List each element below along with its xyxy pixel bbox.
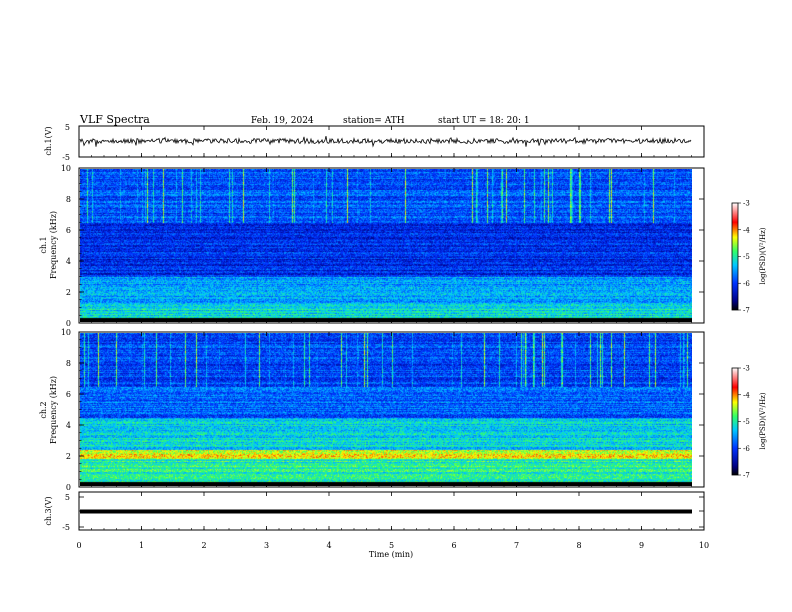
y-tick-label: 4 (66, 421, 71, 430)
y-tick-label: 4 (66, 257, 71, 266)
ch1-spec-ylabel-channel: ch.1 (39, 236, 48, 253)
x-tick-label: 1 (139, 541, 144, 550)
y-tick-label: 2 (66, 288, 71, 297)
time-axis-ticks: 0 1 2 3 4 5 6 7 8 9 10 (76, 126, 709, 550)
ch3-waveform-trace (80, 509, 692, 514)
ch1-waveform-panel: 5 -5 ch.1(V) (44, 123, 705, 162)
x-tick-label: 0 (76, 541, 81, 550)
ch1-colorbar (731, 202, 739, 311)
y-tick-label: 2 (66, 452, 71, 461)
ch1-wave-ytick-top: 5 (65, 123, 70, 132)
ch1-colorbar-label: log(PSD)(V²/Hz) (759, 227, 767, 284)
ch1-spec-ylabel-frequency: Frequency (kHz) (49, 211, 58, 279)
ch2-spec-ylabel-channel: ch.2 (39, 401, 48, 418)
y-tick-label: 8 (66, 195, 71, 204)
x-tick-label: 10 (699, 541, 709, 550)
y-tick-label: 8 (66, 359, 71, 368)
ch2-colorbar-label: log(PSD)(V²/Hz) (759, 392, 767, 449)
ch3-waveform-ticks: 5 -5 (62, 493, 704, 532)
y-tick-label: 0 (66, 319, 71, 328)
colorbar-tick-label: -7 (743, 307, 750, 315)
colorbar-tick-label: -7 (743, 472, 750, 480)
header-start-time: start UT = 18: 20: 1 (438, 116, 530, 126)
x-tick-label: 3 (264, 541, 269, 550)
x-tick-label: 4 (326, 541, 331, 550)
colorbar-tick-label: -5 (743, 253, 750, 261)
colorbar-tick-label: -4 (743, 226, 750, 234)
ch2-spectrogram-ticks: 0 2 4 6 8 10 (61, 328, 704, 492)
colorbar-tick-label: -5 (743, 418, 750, 426)
x-tick-label: 2 (201, 541, 206, 550)
ch1-colorbar-ticks: -3 -4 -5 -6 -7 (738, 200, 750, 315)
time-axis-label: Time (min) (369, 550, 413, 559)
header-date: Feb. 19, 2024 (251, 116, 314, 126)
colorbar-tick-label: -6 (743, 445, 750, 453)
x-tick-label: 8 (576, 541, 581, 550)
colorbar-tick-label: -4 (743, 391, 750, 399)
ch2-colorbar (731, 367, 739, 476)
header-station: station= ATH (343, 116, 405, 126)
ch1-spectrogram-ticks: 0 2 4 6 8 10 (61, 164, 704, 328)
x-tick-label: 9 (639, 541, 644, 550)
ch3-waveform-panel: 5 -5 ch.3(V) (44, 491, 705, 532)
ch1-waveform-trace (79, 136, 692, 148)
y-tick-label: 6 (66, 390, 71, 399)
y-tick-label: -5 (62, 523, 70, 532)
colorbar-tick-label: -3 (743, 365, 750, 373)
ch1-wave-ylabel: ch.1(V) (44, 126, 53, 155)
ch1-wave-ytick-bottom: -5 (62, 153, 70, 162)
y-tick-label: 6 (66, 226, 71, 235)
ch2-spec-ylabel-frequency: Frequency (kHz) (49, 376, 58, 444)
colorbar-tick-label: -6 (743, 280, 750, 288)
y-tick-label: 10 (61, 164, 71, 173)
x-tick-label: 6 (451, 541, 456, 550)
ch2-spectrogram-image (80, 333, 692, 486)
colorbar-tick-label: -3 (743, 200, 750, 208)
ch1-spectrogram-image (80, 169, 692, 322)
x-tick-label: 7 (514, 541, 519, 550)
ch3-wave-ylabel: ch.3(V) (44, 496, 53, 525)
x-tick-label: 5 (389, 541, 394, 550)
ch2-colorbar-ticks: -3 -4 -5 -6 -7 (738, 365, 750, 480)
y-tick-label: 10 (61, 328, 71, 337)
y-tick-label: 0 (66, 483, 71, 492)
figure-title: VLF Spectra (79, 113, 150, 126)
y-tick-label: 5 (65, 493, 70, 502)
